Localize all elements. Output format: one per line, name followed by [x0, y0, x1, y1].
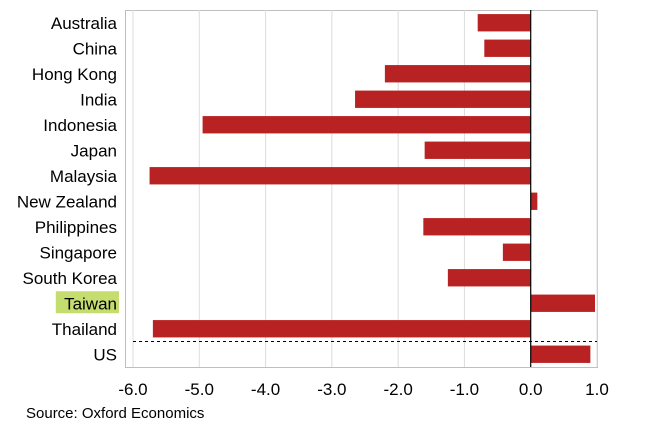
bars — [149, 14, 596, 363]
x-tick-label: -5.0 — [185, 380, 214, 399]
bar-japan — [424, 141, 531, 159]
category-label: New Zealand — [17, 192, 117, 211]
category-label: China — [73, 39, 118, 58]
zero-axis — [133, 10, 597, 367]
bar-hong-kong — [384, 65, 531, 83]
category-label: India — [80, 90, 117, 109]
grid-lines — [132, 10, 598, 367]
x-tick-label: -1.0 — [450, 380, 479, 399]
bar-singapore — [502, 243, 531, 261]
category-label: Malaysia — [50, 167, 118, 186]
plot-frame — [125, 10, 598, 368]
bar-philippines — [423, 218, 531, 236]
x-tick-label: 0.0 — [519, 380, 543, 399]
x-tick-label: -2.0 — [383, 380, 412, 399]
x-tick-label: -4.0 — [251, 380, 280, 399]
bar-india — [355, 90, 531, 108]
bar-taiwan — [530, 294, 596, 312]
source-note: Source: Oxford Economics — [26, 405, 205, 422]
category-label: Indonesia — [43, 116, 117, 135]
bar-indonesia — [202, 116, 531, 134]
x-tick-label: 1.0 — [585, 380, 609, 399]
x-tick-label: -6.0 — [118, 380, 147, 399]
category-label: South Korea — [22, 269, 117, 288]
category-label: US — [93, 345, 117, 364]
category-label: Hong Kong — [32, 65, 117, 84]
category-label: Philippines — [35, 218, 117, 237]
bar-new-zealand — [530, 192, 538, 210]
bar-australia — [477, 14, 531, 32]
x-tick-labels: -6.0 -5.0 -4.0 -3.0 -2.0 -1.0 0.0 1.0 — [118, 380, 608, 399]
bar-china — [484, 39, 531, 57]
category-label: Taiwan — [64, 294, 117, 313]
bar-south-korea — [447, 269, 531, 287]
category-label: Australia — [51, 14, 118, 33]
bar-malaysia — [149, 167, 531, 185]
bar-us — [530, 345, 591, 363]
category-label: Japan — [71, 141, 117, 160]
highlight-box — [55, 291, 119, 314]
category-labels: Australia China Hong Kong India Indonesia Jap… — [17, 14, 119, 364]
bar-thailand — [152, 320, 531, 338]
category-label: Singapore — [39, 243, 117, 262]
x-tick-label: -3.0 — [317, 380, 346, 399]
category-label: Thailand — [52, 320, 117, 339]
